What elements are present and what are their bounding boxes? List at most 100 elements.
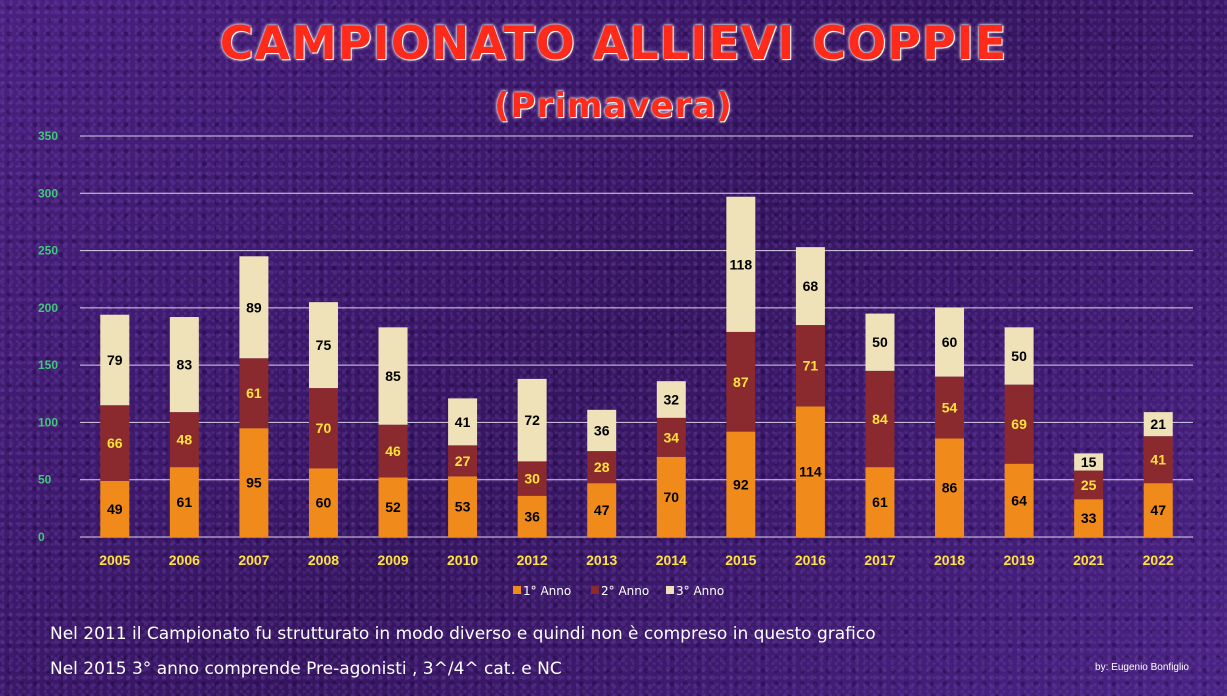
chart-title: CAMPIONATO ALLIEVI COPPIE (219, 16, 1008, 70)
bar-segment (1004, 463, 1034, 537)
bar-segment (378, 327, 408, 425)
x-tick-label: 2016 (795, 552, 826, 568)
data-label: 92 (733, 476, 749, 492)
x-tick-label: 2017 (864, 552, 895, 568)
data-label: 21 (1150, 416, 1166, 432)
y-tick-label: 50 (38, 473, 52, 487)
data-label: 52 (385, 499, 401, 515)
x-tick-label: 2006 (169, 552, 200, 568)
y-tick-label: 150 (38, 358, 58, 372)
data-label: 83 (177, 357, 193, 373)
bar-segment (865, 313, 895, 371)
bar-segment (656, 417, 686, 457)
data-label: 61 (872, 494, 888, 510)
data-label: 27 (455, 453, 471, 469)
y-tick-label: 200 (38, 301, 58, 315)
data-label: 54 (942, 400, 958, 416)
data-label: 85 (385, 368, 401, 384)
x-tick-label: 2009 (377, 552, 408, 568)
x-tick-label: 2007 (238, 552, 269, 568)
data-label: 60 (316, 495, 332, 511)
data-label: 50 (872, 334, 888, 350)
bar-segment (239, 428, 269, 537)
data-label: 36 (594, 422, 610, 438)
legend-label: 2° Anno (601, 584, 649, 598)
data-label: 47 (594, 502, 610, 518)
bar-segment (448, 476, 478, 537)
footnote-2011: Nel 2011 il Campionato fu strutturato in… (50, 624, 876, 644)
bar-segment (587, 451, 617, 484)
bar-segment (1074, 470, 1104, 500)
y-tick-label: 100 (38, 415, 58, 429)
bar-segment (1143, 436, 1173, 484)
x-tick-label: 2018 (934, 552, 965, 568)
data-label: 46 (385, 443, 401, 459)
bar-segment (378, 424, 408, 478)
bar-segment (448, 398, 478, 446)
bar-segment (100, 405, 130, 481)
bar-segment (726, 196, 756, 332)
y-tick-label: 300 (38, 186, 58, 200)
data-label: 48 (177, 432, 193, 448)
bar-segment (935, 307, 965, 377)
data-label: 53 (455, 499, 471, 515)
x-tick-label: 2012 (517, 552, 548, 568)
x-tick-label: 2019 (1004, 552, 1035, 568)
x-tick-label: 2022 (1143, 552, 1174, 568)
bar-segment (517, 495, 547, 537)
data-label: 41 (455, 414, 471, 430)
data-label: 87 (733, 374, 749, 390)
bar-segment (239, 256, 269, 359)
bar-segment (726, 431, 756, 537)
bar-segment (378, 477, 408, 537)
data-label: 49 (107, 501, 123, 517)
bar-segment (587, 409, 617, 452)
legend-label: 3° Anno (676, 584, 724, 598)
y-tick-label: 250 (38, 244, 58, 258)
bar-segment (1143, 483, 1173, 537)
x-tick-label: 2008 (308, 552, 339, 568)
bar-segment (726, 331, 756, 432)
bar-segment (169, 467, 199, 537)
data-label: 69 (1011, 416, 1027, 432)
author-credit: by: Eugenio Bonfiglio (1095, 662, 1189, 673)
data-label: 50 (1011, 348, 1027, 364)
data-label: 118 (730, 256, 753, 272)
x-tick-label: 2013 (586, 552, 617, 568)
data-label: 47 (1150, 502, 1166, 518)
data-label: 89 (246, 299, 262, 315)
y-tick-label: 350 (38, 129, 58, 143)
data-label: 33 (1081, 510, 1097, 526)
bar-segment (517, 378, 547, 462)
data-label: 61 (177, 494, 193, 510)
data-label: 95 (246, 475, 262, 491)
data-label: 36 (524, 508, 540, 524)
bar-segment (656, 381, 686, 418)
data-label: 34 (663, 429, 679, 445)
data-label: 30 (524, 471, 540, 487)
data-label: 71 (803, 358, 819, 374)
bar-segment (308, 388, 338, 469)
data-label: 70 (663, 489, 679, 505)
data-label: 25 (1081, 477, 1097, 493)
bar-segment (169, 317, 199, 413)
data-label: 60 (942, 334, 958, 350)
bar-segment (587, 483, 617, 537)
data-label: 64 (1011, 492, 1027, 508)
bar-segment (1143, 412, 1173, 437)
bar-segment (1004, 384, 1034, 464)
legend-swatch (666, 586, 674, 594)
data-label: 79 (107, 352, 123, 368)
data-label: 41 (1150, 452, 1166, 468)
legend-swatch (513, 586, 521, 594)
bar-segment (308, 468, 338, 537)
data-label: 70 (316, 420, 332, 436)
bar-segment (865, 467, 895, 537)
data-label: 15 (1081, 454, 1097, 470)
data-label: 114 (799, 464, 822, 480)
data-label: 68 (803, 278, 819, 294)
data-label: 75 (316, 337, 332, 353)
data-label: 72 (524, 412, 540, 428)
bar-segment (1074, 453, 1104, 471)
legend-label: 1° Anno (523, 584, 571, 598)
